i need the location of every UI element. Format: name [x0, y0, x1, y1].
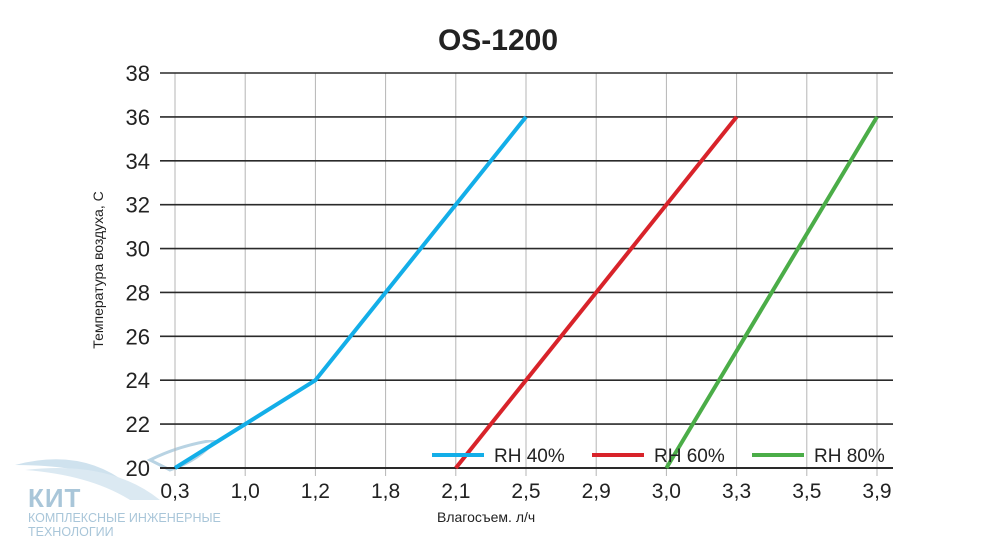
y-tick-label: 24	[126, 368, 150, 393]
y-axis-label: Температура воздуха, С	[90, 191, 106, 348]
y-tick-label: 36	[126, 105, 150, 130]
x-tick-label: 1,2	[301, 480, 330, 503]
x-tick-label: 1,0	[231, 480, 260, 503]
x-tick-label: 2,9	[582, 480, 611, 503]
logo-subtitle: ТЕХНОЛОГИИ	[28, 525, 114, 539]
logo-subtitle: КОМПЛЕКСНЫЕ ИНЖЕНЕРНЫЕ	[28, 511, 221, 525]
chart-title: OS-1200	[438, 24, 558, 57]
y-tick-label: 22	[126, 412, 150, 437]
logo-name: КИТ	[28, 483, 82, 513]
x-tick-label: 1,8	[371, 480, 400, 503]
y-tick-label: 30	[126, 237, 150, 262]
x-tick-label: 2,1	[441, 480, 470, 503]
x-tick-label: 3,5	[792, 480, 821, 503]
x-tick-label: 3,0	[652, 480, 681, 503]
x-tick-label: 2,5	[511, 480, 540, 503]
x-tick-label: 3,3	[722, 480, 751, 503]
y-tick-label: 38	[126, 61, 150, 86]
legend-label: RH 40%	[494, 446, 565, 467]
y-tick-label: 26	[126, 324, 150, 349]
x-axis-label: Влагосъем. л/ч	[437, 509, 535, 525]
legend-label: RH 80%	[814, 446, 885, 467]
series-line-60	[454, 115, 739, 470]
x-tick-label: 0,3	[160, 480, 189, 503]
legend-label: RH 60%	[654, 446, 725, 467]
y-tick-label: 34	[126, 149, 150, 174]
y-tick-label: 20	[126, 456, 150, 481]
y-tick-label: 32	[126, 193, 150, 218]
logo: КИТ КОМПЛЕКСНЫЕ ИНЖЕНЕРНЫЕ ТЕХНОЛОГИИ	[28, 485, 221, 539]
y-tick-label: 28	[126, 280, 150, 305]
x-tick-label: 3,9	[862, 480, 891, 503]
series-line-40	[173, 115, 528, 470]
series-line-80	[664, 115, 879, 470]
